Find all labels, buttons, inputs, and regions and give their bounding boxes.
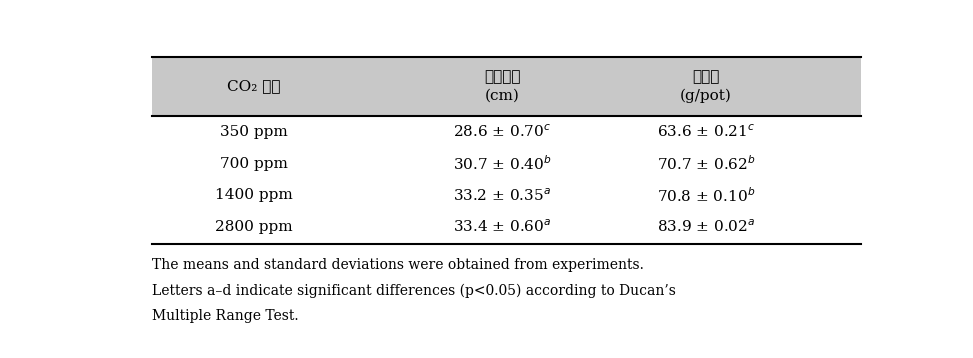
- Text: 700 ppm: 700 ppm: [220, 156, 288, 170]
- Text: 70.7 ± 0.62$^{b}$: 70.7 ± 0.62$^{b}$: [657, 154, 755, 173]
- Text: 33.2 ± 0.35$^{a}$: 33.2 ± 0.35$^{a}$: [453, 187, 552, 204]
- Text: CO₂ 농도: CO₂ 농도: [227, 79, 280, 93]
- Text: 1400 ppm: 1400 ppm: [215, 188, 293, 202]
- Text: 33.4 ± 0.60$^{a}$: 33.4 ± 0.60$^{a}$: [453, 219, 552, 235]
- Text: 63.6 ± 0.21$^{c}$: 63.6 ± 0.21$^{c}$: [657, 124, 755, 140]
- Text: 350 ppm: 350 ppm: [220, 125, 287, 139]
- Text: The means and standard deviations were obtained from experiments.: The means and standard deviations were o…: [152, 258, 644, 272]
- Text: 70.8 ± 0.10$^{b}$: 70.8 ± 0.10$^{b}$: [657, 186, 755, 205]
- Text: 2800 ppm: 2800 ppm: [215, 220, 293, 234]
- Text: Letters a–d indicate significant differences (p<0.05) according to Ducan’s: Letters a–d indicate significant differe…: [152, 283, 675, 298]
- Text: Multiple Range Test.: Multiple Range Test.: [152, 309, 299, 323]
- Text: 유묘길이
(cm): 유묘길이 (cm): [485, 70, 521, 103]
- Text: 생체중
(g/pot): 생체중 (g/pot): [680, 70, 732, 103]
- FancyBboxPatch shape: [152, 57, 861, 116]
- Text: 83.9 ± 0.02$^{a}$: 83.9 ± 0.02$^{a}$: [657, 219, 755, 235]
- Text: 28.6 ± 0.70$^{c}$: 28.6 ± 0.70$^{c}$: [453, 124, 552, 140]
- Text: 30.7 ± 0.40$^{b}$: 30.7 ± 0.40$^{b}$: [453, 154, 552, 173]
